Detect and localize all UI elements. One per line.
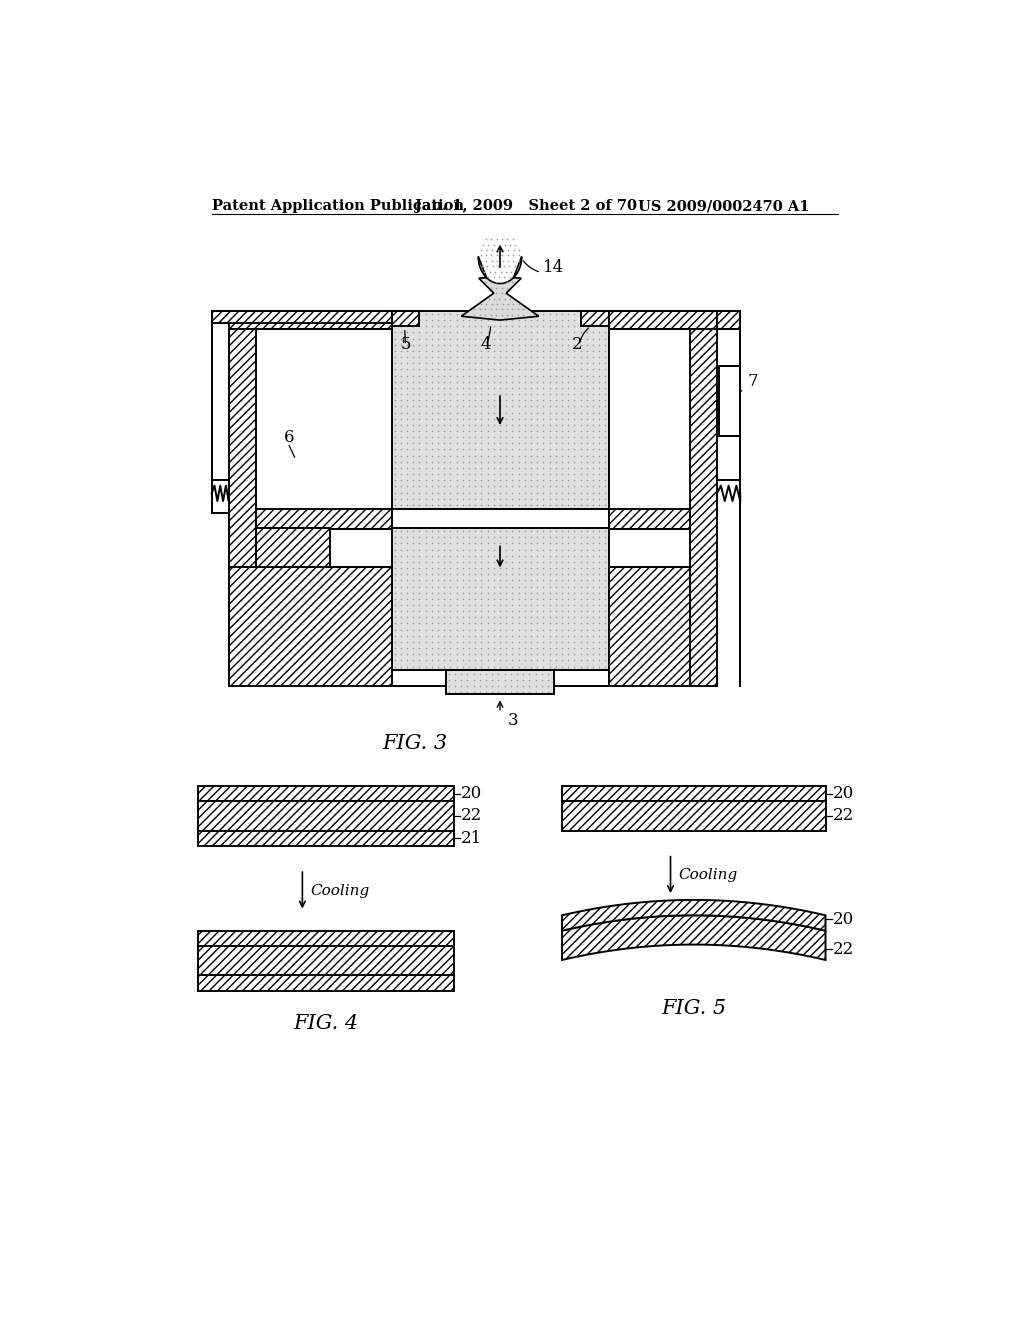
Bar: [562, 801, 825, 830]
Bar: [198, 801, 454, 830]
Bar: [608, 566, 690, 686]
Bar: [391, 312, 608, 508]
Bar: [391, 528, 608, 671]
Text: 3: 3: [508, 711, 518, 729]
Text: FIG. 5: FIG. 5: [662, 999, 726, 1018]
Text: Cooling: Cooling: [310, 883, 370, 898]
Bar: [582, 312, 608, 326]
Bar: [719, 367, 740, 436]
Bar: [198, 830, 454, 846]
Text: 20: 20: [834, 785, 854, 803]
Bar: [445, 671, 554, 693]
Bar: [198, 946, 454, 975]
Bar: [690, 330, 717, 686]
Text: 4: 4: [480, 337, 492, 354]
Bar: [256, 508, 391, 529]
Bar: [717, 312, 740, 330]
Text: Jan. 1, 2009   Sheet 2 of 70: Jan. 1, 2009 Sheet 2 of 70: [415, 199, 637, 213]
Text: 6: 6: [284, 429, 295, 446]
Bar: [228, 312, 391, 330]
Text: US 2009/0002470 A1: US 2009/0002470 A1: [638, 199, 809, 213]
Text: 20: 20: [461, 785, 482, 803]
Bar: [562, 785, 825, 801]
Polygon shape: [461, 256, 539, 321]
Bar: [608, 312, 717, 330]
Polygon shape: [562, 915, 825, 960]
Text: FIG. 3: FIG. 3: [382, 734, 447, 754]
Text: Cooling: Cooling: [678, 869, 737, 882]
Text: 2: 2: [572, 337, 583, 354]
Bar: [198, 785, 454, 801]
Bar: [228, 566, 391, 686]
Bar: [198, 931, 454, 946]
Text: 21: 21: [461, 830, 482, 847]
Text: 20: 20: [834, 911, 854, 928]
Text: 7: 7: [748, 372, 759, 389]
Text: 22: 22: [461, 808, 482, 825]
Text: FIG. 4: FIG. 4: [293, 1014, 358, 1034]
Polygon shape: [562, 900, 825, 931]
Text: Patent Application Publication: Patent Application Publication: [212, 199, 464, 213]
Text: 22: 22: [834, 941, 854, 958]
Text: 5: 5: [400, 337, 411, 354]
Bar: [212, 312, 391, 323]
Bar: [391, 528, 608, 671]
Bar: [445, 671, 554, 693]
Bar: [608, 508, 690, 529]
Bar: [256, 528, 330, 566]
Text: 22: 22: [834, 808, 854, 825]
Text: 14: 14: [543, 259, 564, 276]
Bar: [198, 975, 454, 991]
Bar: [391, 312, 608, 508]
Bar: [391, 312, 419, 326]
Bar: [228, 330, 256, 686]
